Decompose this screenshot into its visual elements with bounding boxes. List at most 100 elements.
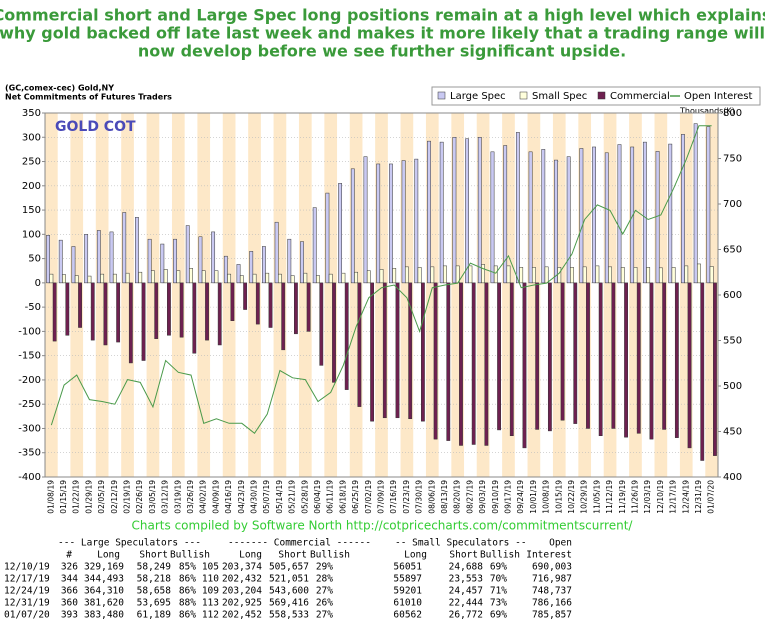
bar — [427, 140, 431, 284]
bar — [116, 282, 121, 343]
bar — [392, 268, 397, 284]
band — [222, 113, 236, 477]
bar — [693, 123, 698, 284]
bar — [420, 282, 425, 422]
bar — [350, 168, 355, 284]
bar — [338, 183, 343, 284]
bar — [357, 282, 362, 407]
bar — [236, 264, 241, 284]
bar — [78, 282, 82, 328]
x-tick-label: 02/19/19 — [123, 480, 132, 514]
bar — [46, 235, 50, 284]
x-tick-label: 04/16/19 — [224, 480, 233, 514]
bar — [138, 271, 143, 284]
legend-label: Small Spec — [532, 91, 587, 102]
bar — [189, 268, 193, 284]
table-cell: 521,051 — [269, 574, 309, 585]
table-cell: 86% — [179, 610, 196, 621]
bar — [62, 274, 66, 284]
legend-label: Large Spec — [450, 91, 506, 102]
bar — [579, 148, 584, 284]
bar — [604, 152, 609, 284]
bar — [509, 282, 514, 436]
line — [50, 125, 712, 435]
bar — [163, 269, 168, 284]
bar — [230, 282, 235, 321]
table-cell: 105 — [202, 562, 219, 573]
band — [171, 113, 185, 477]
bar — [90, 282, 95, 341]
x-tick-label: 09/10/19 — [491, 480, 500, 514]
x-tick-label: 09/24/19 — [516, 480, 525, 514]
table-cell: 326 — [61, 562, 78, 573]
x-tick-label: 01/08/19 — [46, 480, 55, 514]
bar — [211, 231, 216, 284]
bar — [185, 225, 190, 284]
bar — [96, 230, 101, 284]
bar — [655, 151, 660, 284]
x-tick-label: 03/19/19 — [173, 480, 182, 514]
credit: Charts compiled by Software North http:/… — [132, 519, 634, 533]
table-cell: 59201 — [393, 586, 422, 597]
band — [45, 113, 58, 477]
x-tick-label: 07/09/19 — [377, 480, 386, 514]
bar — [541, 149, 546, 284]
bar — [239, 275, 244, 284]
bar — [243, 282, 248, 310]
y-tick-label: 50 — [28, 254, 41, 265]
bar — [179, 282, 184, 338]
bar — [252, 273, 257, 284]
x-tick-label: 10/01/19 — [529, 480, 538, 514]
bar — [122, 212, 127, 284]
y-tick-label: -50 — [25, 302, 41, 313]
bar — [709, 266, 714, 284]
table-cell: 558,533 — [269, 610, 309, 621]
bar — [528, 151, 533, 284]
table-column: Short — [449, 550, 478, 561]
x-tick-label: 02/05/19 — [97, 480, 106, 514]
table-cell: 58,249 — [137, 562, 172, 573]
bar — [636, 282, 641, 434]
bar — [300, 241, 304, 284]
bar — [173, 238, 177, 284]
x-tick-label: 12/10/19 — [656, 480, 665, 514]
bar — [151, 270, 155, 284]
chart-subtitle: Net Commitments of Futures Traders — [5, 93, 172, 102]
y-tick-label: 250 — [22, 157, 41, 168]
y2-label: Thousands(K) — [679, 107, 735, 116]
table-cell: 56051 — [393, 562, 422, 573]
table-cell: 27% — [316, 586, 333, 597]
y2-tick-label: 750 — [723, 154, 742, 165]
table-cell: 785,857 — [532, 610, 572, 621]
table-cell: 12/31/19 — [4, 598, 50, 609]
bar — [557, 267, 562, 284]
x-tick-label: 10/22/19 — [567, 480, 576, 514]
bar — [205, 282, 209, 341]
bar — [376, 163, 381, 284]
bar — [620, 267, 625, 284]
bar — [684, 265, 689, 284]
bar — [103, 282, 108, 346]
bar — [370, 282, 375, 422]
bar — [544, 266, 549, 284]
y2-tick-label: 700 — [723, 199, 742, 210]
table-cell: 381,620 — [84, 598, 124, 609]
bar — [592, 146, 596, 284]
bar — [319, 282, 324, 366]
legend-swatch — [437, 91, 446, 100]
bar — [71, 246, 76, 284]
bar — [176, 270, 181, 284]
band — [273, 113, 287, 477]
bar — [312, 207, 317, 284]
table-column: Short — [278, 550, 307, 561]
y-tick-label: 350 — [22, 108, 41, 119]
plot-frame — [44, 112, 719, 478]
x-tick-label: 10/29/19 — [580, 480, 589, 514]
x-tick-label: 01/22/19 — [72, 480, 81, 514]
x-tick-label: 12/03/19 — [643, 480, 652, 514]
y-tick-label: -350 — [18, 448, 41, 459]
bar — [522, 282, 527, 449]
bar — [332, 282, 336, 383]
bar — [443, 265, 447, 284]
